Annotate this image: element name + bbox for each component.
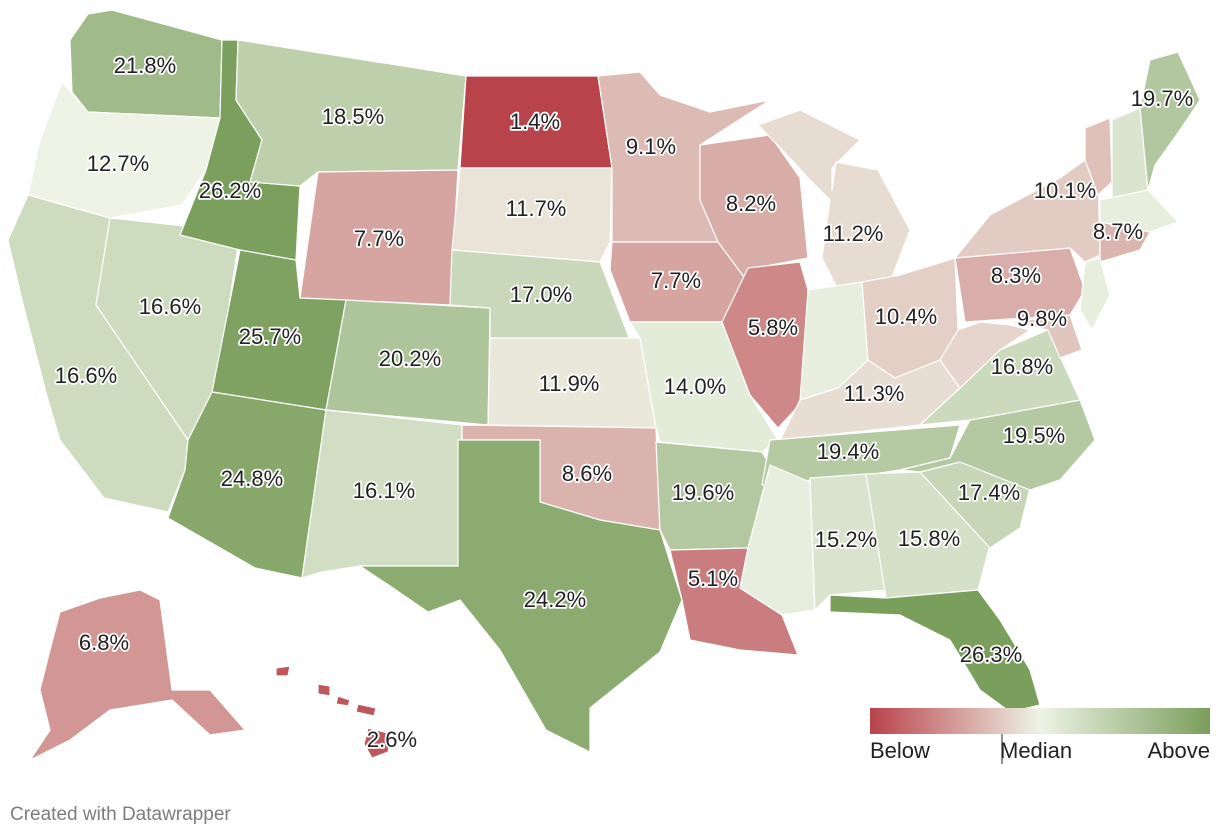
state-CT[interactable] <box>1099 221 1151 263</box>
label-MD: 9.8% <box>1017 306 1067 331</box>
label-MT: 18.5% <box>322 104 384 129</box>
label-FL: 26.3% <box>960 642 1022 667</box>
legend-above-label: Above <box>1148 738 1210 763</box>
label-WI: 8.2% <box>726 191 776 216</box>
legend-gradient-bar <box>870 708 1210 734</box>
label-OH: 10.4% <box>875 304 937 329</box>
state-MI[interactable] <box>757 109 911 287</box>
label-HI: 2.6% <box>367 727 417 752</box>
state-SD[interactable] <box>451 167 613 263</box>
label-ND: 1.4% <box>510 109 560 134</box>
state-MD[interactable] <box>1009 314 1083 359</box>
label-LA: 5.1% <box>688 566 738 591</box>
label-UT: 25.7% <box>239 324 301 349</box>
label-CA: 16.6% <box>55 363 117 388</box>
label-NY: 10.1% <box>1034 178 1096 203</box>
state-WV[interactable] <box>939 321 1031 389</box>
label-AZ: 24.8% <box>221 466 283 491</box>
label-VA: 16.8% <box>991 354 1053 379</box>
state-VT[interactable] <box>1084 117 1113 196</box>
label-MN: 9.1% <box>626 134 676 159</box>
label-OK: 8.6% <box>562 461 612 486</box>
label-MO: 14.0% <box>664 374 726 399</box>
label-GA: 15.8% <box>898 526 960 551</box>
state-ME[interactable] <box>1139 51 1201 191</box>
legend-below-label: Below <box>870 738 930 763</box>
state-NJ[interactable] <box>1079 257 1111 331</box>
color-legend: Below Median Above <box>870 708 1210 764</box>
state-TX[interactable] <box>359 439 683 753</box>
state-NY[interactable] <box>954 159 1101 263</box>
label-MI: 11.2% <box>823 221 884 246</box>
legend-median-label: Median <box>1000 738 1072 763</box>
state-HI[interactable] <box>275 665 393 759</box>
label-CO: 20.2% <box>379 346 441 371</box>
label-WY: 7.7% <box>354 226 404 251</box>
label-CT: 8.7% <box>1093 219 1143 244</box>
label-PA: 8.3% <box>991 263 1041 288</box>
state-GA[interactable] <box>865 471 991 599</box>
label-ME: 19.7% <box>1131 86 1193 111</box>
datawrapper-credit: Created with Datawrapper <box>10 804 231 825</box>
label-IA: 7.7% <box>651 268 701 293</box>
label-KY: 11.3% <box>844 381 905 406</box>
label-NE: 17.0% <box>510 282 572 307</box>
state-MT[interactable] <box>235 39 467 187</box>
label-ID: 26.2% <box>199 178 261 203</box>
label-AL: 15.2% <box>815 527 877 552</box>
label-NV: 16.6% <box>139 294 201 319</box>
label-KS: 11.9% <box>539 371 600 396</box>
label-TN: 19.4% <box>817 439 879 464</box>
label-TX: 24.2% <box>524 587 586 612</box>
label-NC: 19.5% <box>1003 423 1065 448</box>
state-AL[interactable] <box>809 473 887 611</box>
label-AR: 19.6% <box>672 480 734 505</box>
state-OR[interactable] <box>27 81 221 219</box>
state-NC[interactable] <box>899 399 1096 491</box>
label-AK: 6.8% <box>79 630 129 655</box>
label-SC: 17.4% <box>958 480 1020 505</box>
label-NM: 16.1% <box>353 478 415 503</box>
label-SD: 11.7% <box>506 196 567 221</box>
state-IL[interactable] <box>721 261 809 429</box>
label-OR: 12.7% <box>87 151 149 176</box>
state-AK[interactable] <box>29 589 246 761</box>
label-WA: 21.8% <box>114 53 176 78</box>
label-IL: 5.8% <box>748 315 798 340</box>
state-MA[interactable] <box>1099 189 1179 233</box>
